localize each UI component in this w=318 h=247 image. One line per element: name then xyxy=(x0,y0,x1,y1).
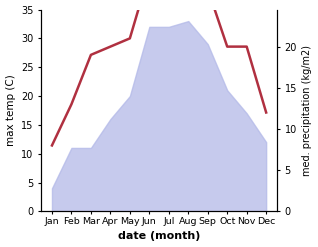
Y-axis label: med. precipitation (kg/m2): med. precipitation (kg/m2) xyxy=(302,45,313,176)
Y-axis label: max temp (C): max temp (C) xyxy=(5,75,16,146)
X-axis label: date (month): date (month) xyxy=(118,231,200,242)
